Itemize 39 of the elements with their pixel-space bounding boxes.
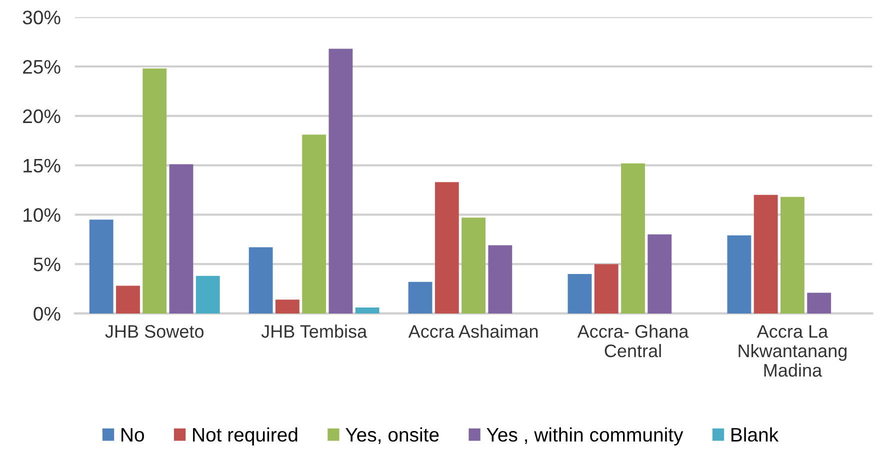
y-tick-label: 25% [23, 60, 60, 74]
y-tick-label: 30% [22, 10, 60, 24]
legend-label: Yes, onsite [346, 427, 439, 444]
legend-label: Yes , within community [486, 427, 684, 446]
y-tick-label: 10% [24, 208, 60, 222]
bar [568, 274, 592, 314]
x-tick-label: Accra Ashaiman [408, 324, 538, 338]
bar [434, 182, 459, 314]
bar [648, 234, 672, 314]
bar [116, 286, 140, 314]
legend-label: Not required [193, 427, 298, 446]
bar [780, 196, 804, 314]
x-tick-label: JHB Soweto [105, 325, 204, 338]
y-tick-label: 0% [34, 306, 60, 321]
bar [462, 218, 486, 314]
bar [89, 220, 114, 314]
bar [142, 68, 167, 314]
bar [488, 245, 512, 314]
y-tick-label: 5% [34, 258, 60, 272]
y-tick-label: 15% [24, 158, 60, 173]
x-tick-label: JHB Tembisa [261, 324, 368, 338]
bar [328, 48, 353, 314]
bar [355, 308, 380, 314]
legend-label: Blank [732, 427, 779, 442]
bar [621, 163, 645, 314]
bar [248, 247, 273, 314]
y-tick-label: 20% [23, 109, 60, 124]
bar [594, 264, 618, 314]
bar [169, 164, 194, 314]
bar [754, 194, 778, 314]
x-tick-label: Accra- Ghana Central [577, 324, 689, 358]
bar [196, 276, 220, 314]
bar [408, 282, 432, 314]
x-tick-label: Accra La Nkwantanang Madina [738, 325, 847, 377]
bar [302, 134, 326, 314]
bar [727, 235, 752, 314]
legend-label: No [122, 428, 144, 442]
bar [807, 292, 832, 314]
bar [275, 300, 300, 314]
